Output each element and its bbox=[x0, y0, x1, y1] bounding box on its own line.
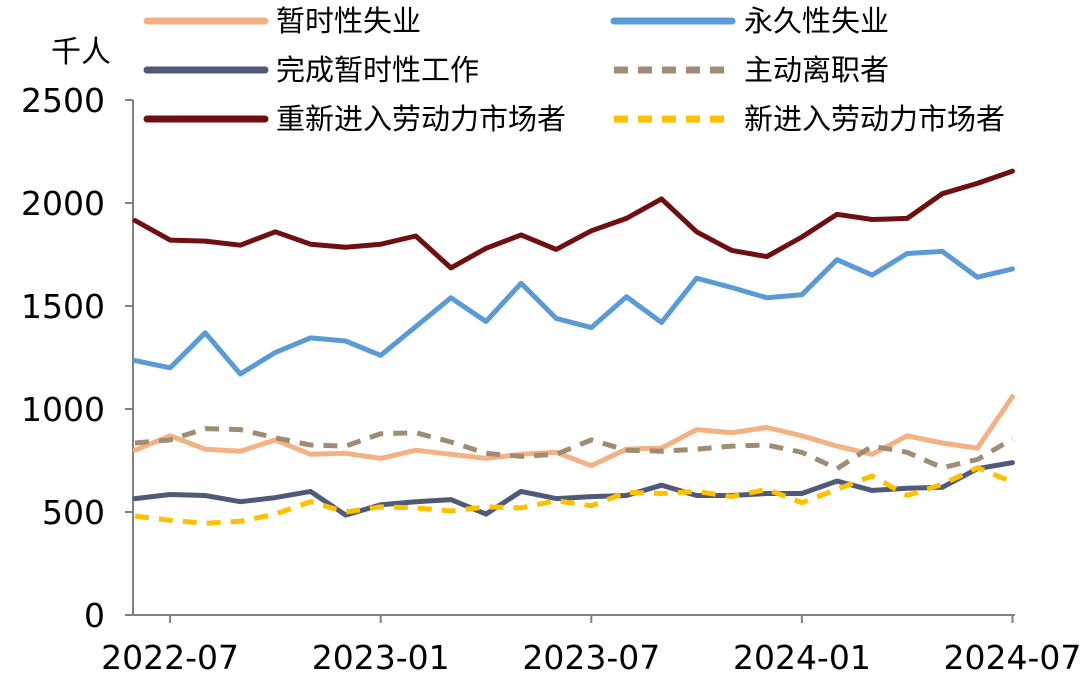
y-tick-label: 0 bbox=[84, 596, 105, 635]
y-tick-label: 500 bbox=[42, 493, 105, 532]
legend-label: 主动离职者 bbox=[744, 53, 889, 87]
y-tick-label: 2000 bbox=[21, 184, 105, 223]
legend-label: 完成暂时性工作 bbox=[276, 53, 479, 87]
y-tick-label: 1500 bbox=[21, 287, 105, 326]
x-tick-label: 2023-01 bbox=[312, 638, 450, 677]
series-line bbox=[132, 248, 1015, 377]
series-line bbox=[132, 394, 1015, 469]
x-tick-label: 2022-07 bbox=[101, 638, 239, 677]
x-tick-label: 2024-01 bbox=[733, 638, 871, 677]
axes: 0 500 1000 1500 2000 2500 2022-07 2023-01 2023-0… bbox=[21, 81, 1080, 677]
legend-label: 永久性失业 bbox=[744, 4, 889, 38]
legend-label: 重新进入劳动力市场者 bbox=[276, 102, 566, 136]
series-line bbox=[134, 465, 1014, 526]
x-tick-label: 2023-07 bbox=[522, 638, 660, 677]
y-axis-unit-label: 千人 bbox=[51, 35, 111, 70]
legend-label: 新进入劳动力市场者 bbox=[744, 102, 1005, 136]
series-line bbox=[132, 460, 1015, 518]
series-line bbox=[132, 168, 1015, 271]
x-tick-label: 2024-07 bbox=[944, 638, 1080, 677]
series-lines bbox=[132, 168, 1015, 526]
legend-label: 暂时性失业 bbox=[276, 4, 421, 38]
y-tick-label: 2500 bbox=[21, 81, 105, 120]
series-line bbox=[134, 426, 1014, 472]
y-tick-label: 1000 bbox=[21, 390, 105, 429]
